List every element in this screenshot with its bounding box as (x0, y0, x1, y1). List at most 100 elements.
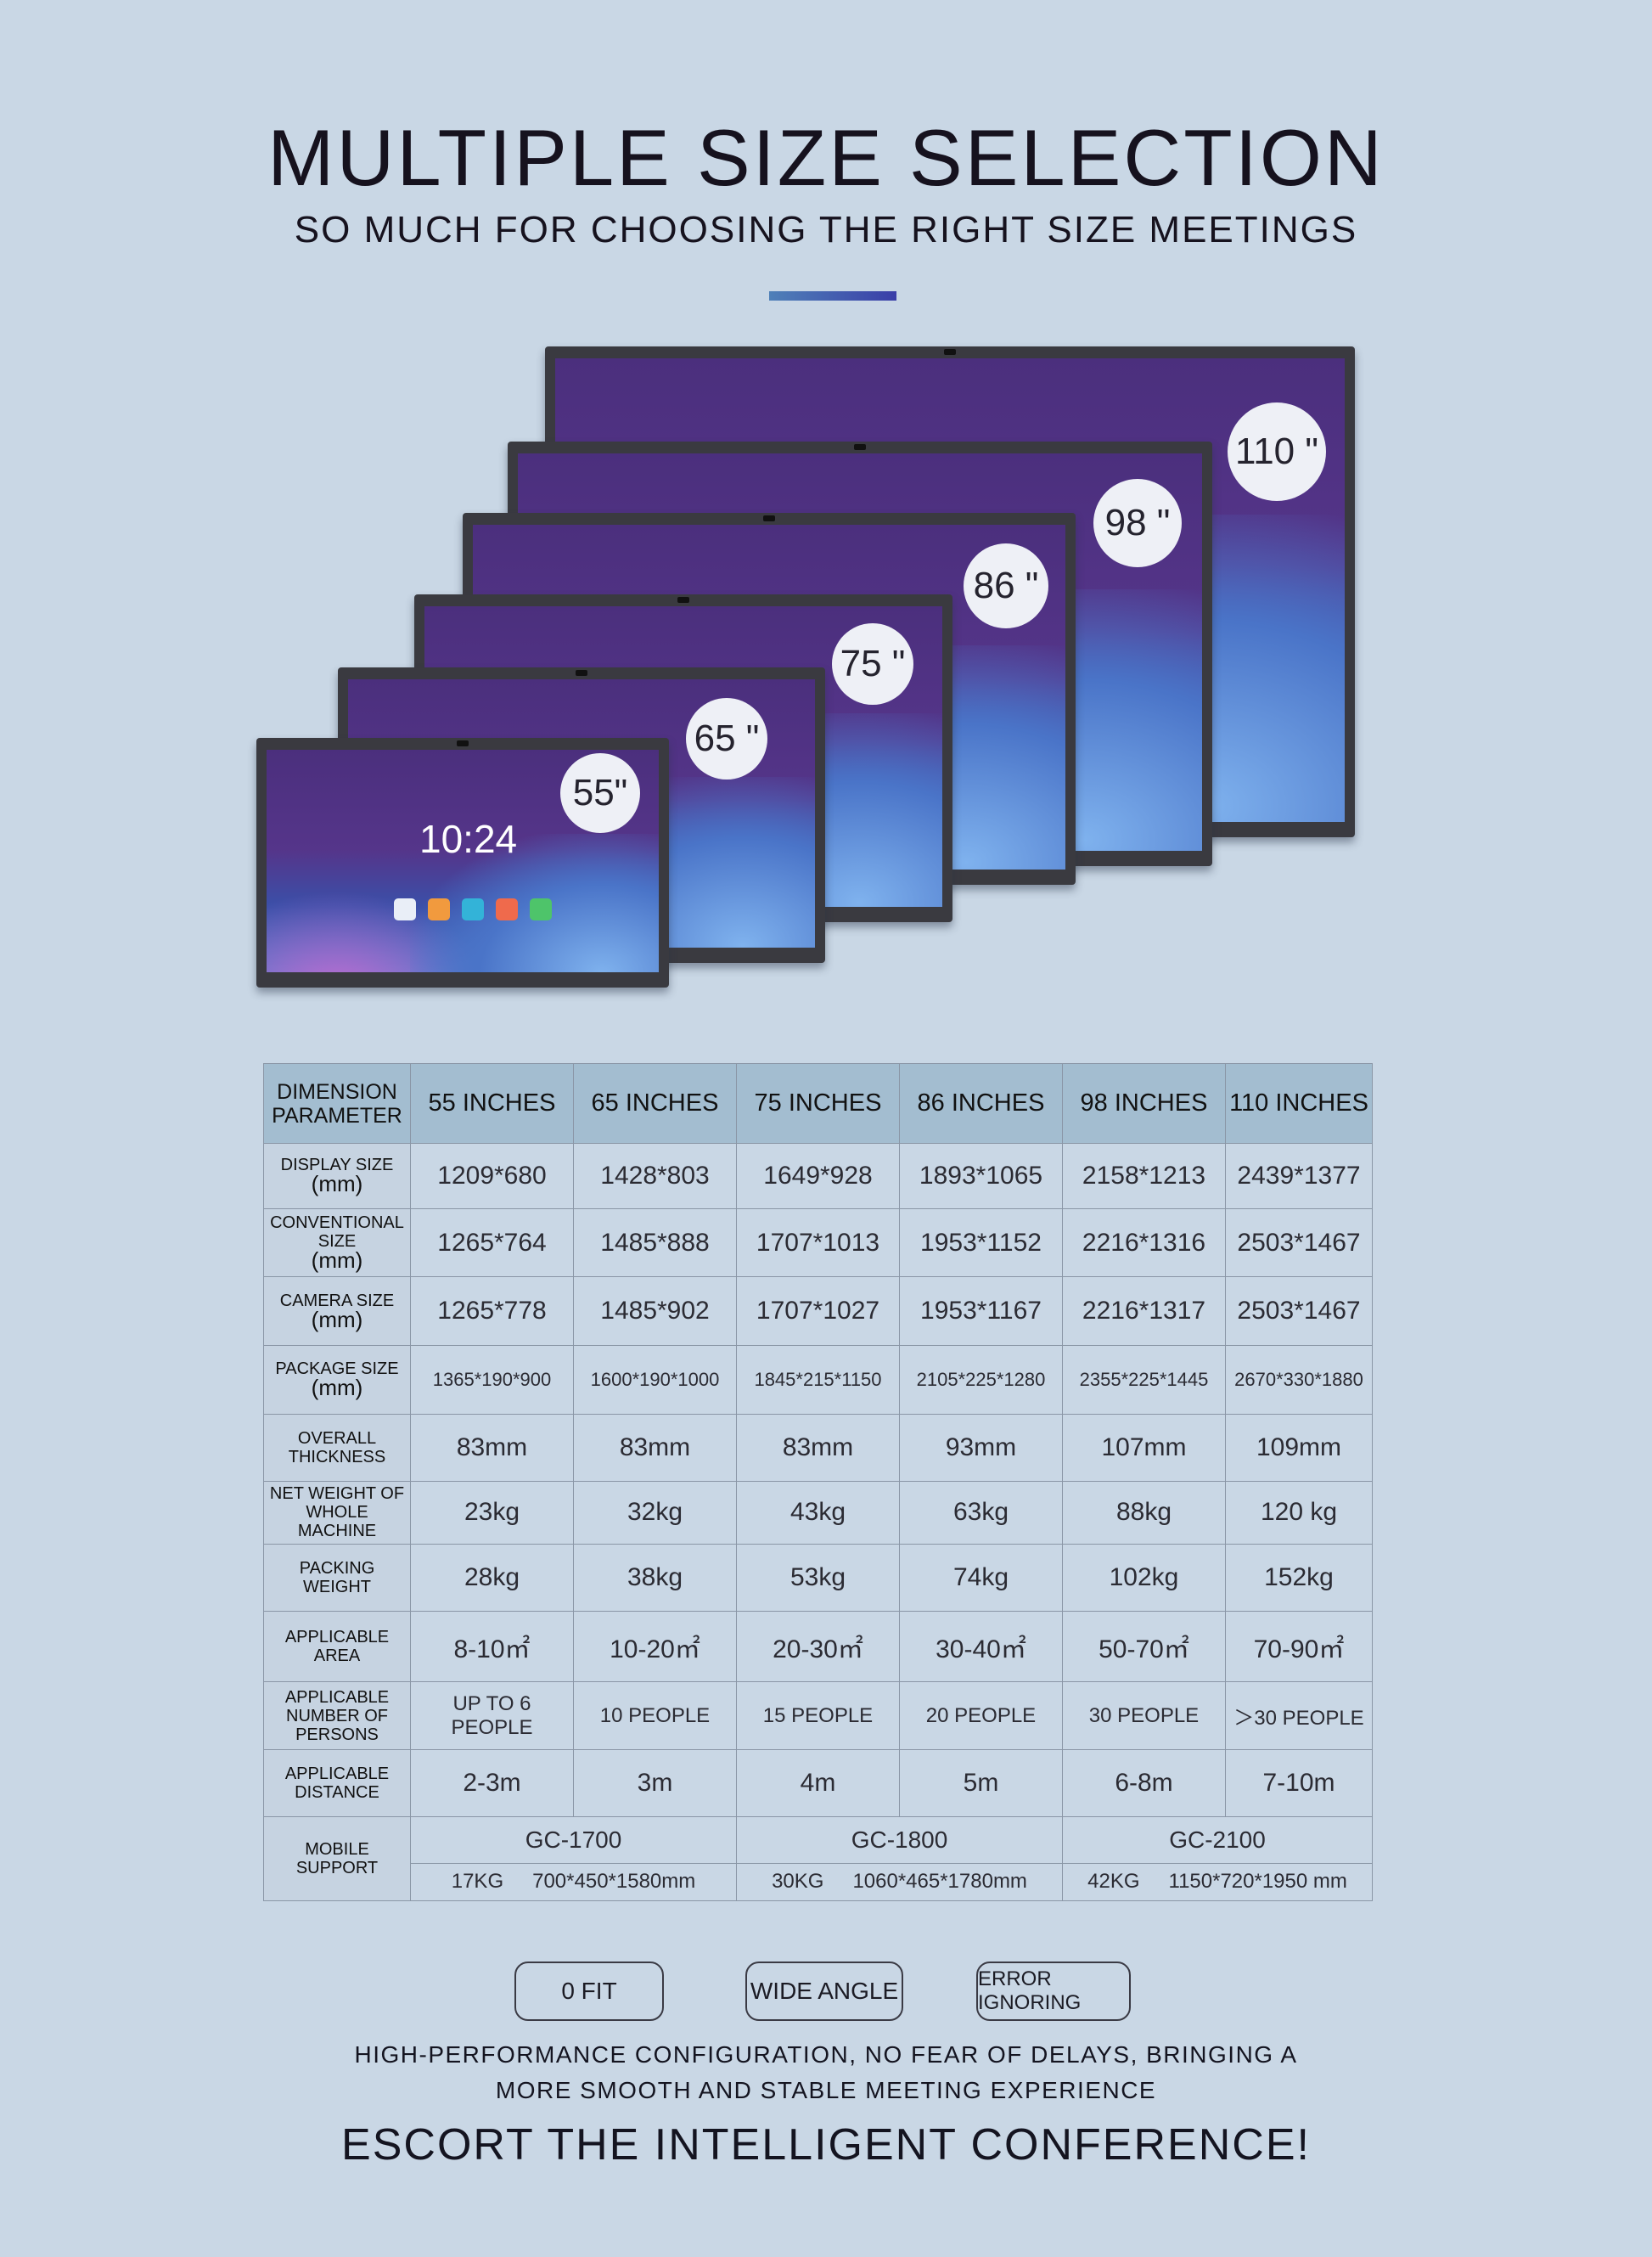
table-cell: 28kg (410, 1544, 574, 1612)
row-label-text: APPLICABLE NUMBER OF PERSONS (284, 1687, 390, 1744)
table-cell: 70-90㎡ (1225, 1610, 1373, 1682)
row-label: APPLICABLE NUMBER OF PERSONS (263, 1680, 411, 1751)
table-cell: 15 PEOPLE (736, 1680, 900, 1751)
row-label: PACKAGE SIZE (mm) (263, 1345, 411, 1415)
camera-icon (576, 670, 587, 676)
row-label-text: CAMERA SIZE (279, 1291, 395, 1310)
table-cell: 1707*1027 (736, 1276, 900, 1347)
row-label-text: APPLICABLE DISTANCE (284, 1765, 390, 1803)
mobile-model-name: GC-1700 (410, 1816, 737, 1864)
screen-clock: 10:24 (419, 817, 518, 861)
table-cell: 74kg (899, 1544, 1063, 1612)
size-header: 86 INCHES (899, 1063, 1063, 1144)
table-cell: 2-3m (410, 1749, 574, 1818)
mobile-model-dimensions: 700*450*1580mm (532, 1870, 696, 1894)
mobile-model-dimensions: 1150*720*1950 mm (1168, 1870, 1347, 1894)
size-header: 55 INCHES (410, 1063, 574, 1144)
row-label: CONVENTIONAL SIZE (mm) (263, 1207, 411, 1278)
mobile-model-dimensions: 1060*465*1780mm (852, 1870, 1027, 1894)
table-row: APPLICABLE NUMBER OF PERSONS UP TO 6 PEOP… (263, 1680, 1373, 1751)
mobile-model-specs: 30KG 1060*465*1780mm (736, 1862, 1063, 1902)
row-unit: (mm) (311, 1171, 363, 1197)
slogan: ESCORT THE INTELLIGENT CONFERENCE! (341, 2120, 1311, 2170)
table-cell: 5m (899, 1749, 1063, 1818)
accent-divider (769, 291, 896, 301)
table-row: NET WEIGHT OF WHOLE MACHINE 23kg 32kg 43kg 6… (263, 1480, 1373, 1545)
row-label: CAMERA SIZE (mm) (263, 1276, 411, 1347)
table-cell: 120 kg (1225, 1480, 1373, 1545)
mobile-support-spec-row: 17KG 700*450*1580mm 30KG 1060*465*1780mm 42K… (264, 1862, 1373, 1902)
table-cell: 83mm (410, 1413, 574, 1482)
table-cell: 2355*225*1445 (1062, 1345, 1226, 1415)
size-badge: 75 " (832, 623, 913, 705)
table-cell: 109mm (1225, 1413, 1373, 1482)
table-cell: 10-20㎡ (573, 1610, 737, 1682)
monitor-lineup: 110 " 98 " 86 " 75 " 65 " 10:24 55" (0, 0, 1652, 1002)
table-cell: 30 PEOPLE (1062, 1680, 1226, 1751)
table-cell: 1209*680 (410, 1143, 574, 1209)
dimension-parameter-header: DIMENSION PARAMETER (263, 1063, 411, 1144)
table-row: APPLICABLE AREA 8-10㎡ 10-20㎡ 20-30㎡ 30-40㎡ 50… (263, 1610, 1373, 1682)
row-label: PACKING WEIGHT (263, 1544, 411, 1612)
size-badge: 98 " (1093, 479, 1182, 567)
mobile-model-weight: 42KG (1087, 1870, 1140, 1894)
camera-icon (457, 740, 469, 746)
row-label: DISPLAY SIZE (mm) (263, 1143, 411, 1209)
row-label-text: CONVENTIONAL SIZE (270, 1213, 404, 1252)
table-cell: 20-30㎡ (736, 1610, 900, 1682)
table-cell: 1600*190*1000 (573, 1345, 737, 1415)
table-cell: 2503*1467 (1225, 1276, 1373, 1347)
row-label: APPLICABLE DISTANCE (263, 1749, 411, 1818)
monitor-55: 10:24 55" (256, 738, 669, 988)
table-cell: 43kg (736, 1480, 900, 1545)
row-label-text: NET WEIGHT OF WHOLE MACHINE (269, 1484, 405, 1541)
table-cell: 53kg (736, 1544, 900, 1612)
table-cell: 2503*1467 (1225, 1207, 1373, 1278)
row-unit: (mm) (311, 1375, 363, 1401)
camera-icon (854, 444, 866, 450)
page-title: MULTIPLE SIZE SELECTION (267, 113, 1385, 202)
footer-line-2: MORE SMOOTH AND STABLE MEETING EXPERIENC… (495, 2077, 1157, 2103)
row-label: APPLICABLE AREA (263, 1610, 411, 1682)
table-cell: 6-8m (1062, 1749, 1226, 1818)
row-label: NET WEIGHT OF WHOLE MACHINE (263, 1480, 411, 1545)
table-cell: 152kg (1225, 1544, 1373, 1612)
table-cell: 107mm (1062, 1413, 1226, 1482)
table-cell: 7-10m (1225, 1749, 1373, 1818)
table-row: CAMERA SIZE (mm) 1265*778 1485*902 1707*1027… (263, 1276, 1373, 1347)
row-label-text: PACKING WEIGHT (299, 1559, 375, 1597)
table-cell: 2158*1213 (1062, 1143, 1226, 1209)
table-cell: 1365*190*900 (410, 1345, 574, 1415)
table-cell: 4m (736, 1749, 900, 1818)
row-unit: (mm) (311, 1306, 363, 1332)
table-cell: 1649*928 (736, 1143, 900, 1209)
table-cell: 1485*888 (573, 1207, 737, 1278)
table-cell: 10 PEOPLE (573, 1680, 737, 1751)
table-header-row: DIMENSION PARAMETER 55 INCHES 65 INCHES … (263, 1063, 1373, 1144)
table-cell: 3m (573, 1749, 737, 1818)
feature-error-ignoring: ERROR IGNORING (976, 1962, 1131, 2021)
table-cell: 2105*225*1280 (899, 1345, 1063, 1415)
row-label: OVERALL THICKNESS (263, 1413, 411, 1482)
table-cell: 1953*1152 (899, 1207, 1063, 1278)
size-badge: 86 " (964, 543, 1048, 628)
table-cell: 1953*1167 (899, 1276, 1063, 1347)
camera-icon (763, 515, 775, 521)
table-cell: 8-10㎡ (410, 1610, 574, 1682)
camera-icon (944, 349, 956, 355)
app-icons (394, 898, 552, 920)
table-row: CONVENTIONAL SIZE (mm) 1265*764 1485*888 170… (263, 1207, 1373, 1278)
mobile-model-specs: 17KG 700*450*1580mm (410, 1862, 737, 1902)
table-row: PACKING WEIGHT 28kg 38kg 53kg 74kg 102kg 152kg (263, 1544, 1373, 1612)
table-cell: 83mm (573, 1413, 737, 1482)
mobile-model-name: GC-1800 (736, 1816, 1063, 1864)
footer-line-1: HIGH-PERFORMANCE CONFIGURATION, NO FEAR … (354, 2041, 1298, 2068)
table-cell: 2670*330*1880 (1225, 1345, 1373, 1415)
table-row: OVERALL THICKNESS 83mm 83mm 83mm 93mm 107mm 10… (263, 1413, 1373, 1482)
mobile-model-name: GC-2100 (1062, 1816, 1373, 1864)
table-cell: 1428*803 (573, 1143, 737, 1209)
size-header: 98 INCHES (1062, 1063, 1226, 1144)
table-cell: 88kg (1062, 1480, 1226, 1545)
table-cell: 38kg (573, 1544, 737, 1612)
page-subtitle: SO MUCH FOR CHOOSING THE RIGHT SIZE MEET… (294, 209, 1358, 250)
